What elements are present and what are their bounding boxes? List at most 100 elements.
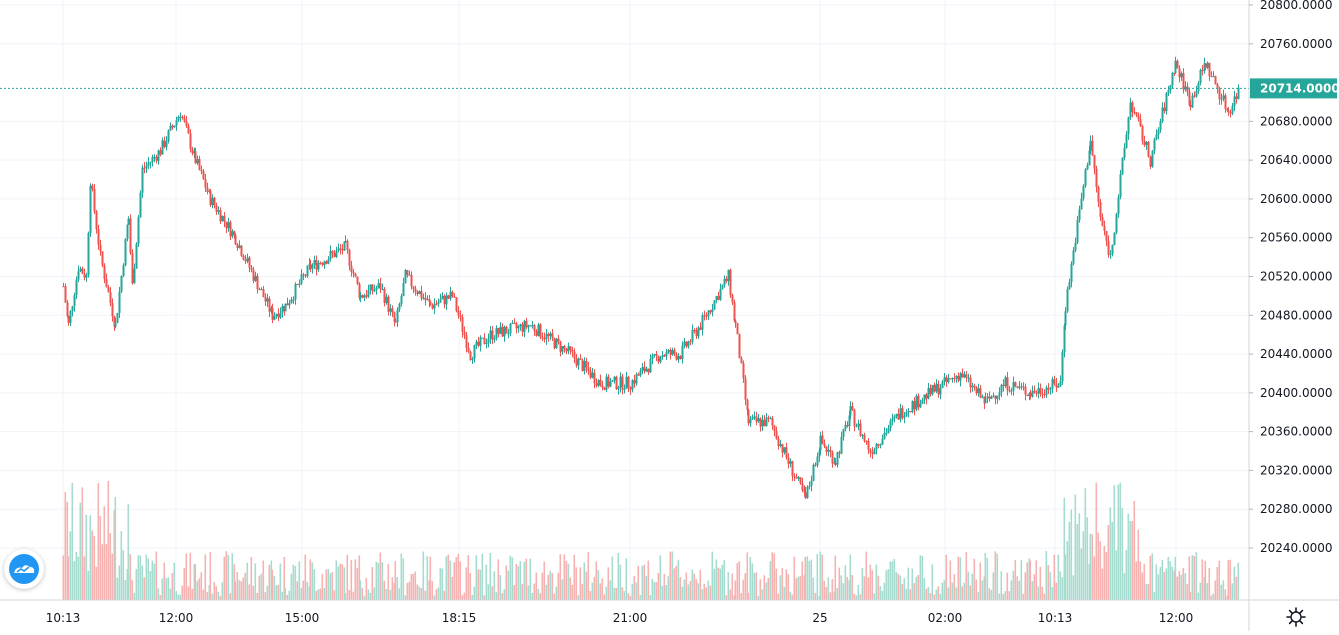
candle-body <box>105 279 108 288</box>
candle-body <box>335 250 338 257</box>
volume-bar <box>1014 559 1017 600</box>
volume-bar <box>99 515 102 600</box>
volume-bar <box>1055 582 1058 600</box>
volume-bar <box>1145 584 1148 600</box>
volume-bar <box>298 561 301 600</box>
volume-bar <box>93 536 96 600</box>
candle-body <box>1165 93 1168 112</box>
candle-body <box>651 355 654 359</box>
volume-bar <box>189 552 192 600</box>
time-axis[interactable]: 10:13 12:00 15:00 18:15 21:00 25 02:00 10:13 12:… <box>46 611 1194 625</box>
volume-bar <box>949 560 952 600</box>
price-axis[interactable]: 20800.0000 20760.0000 20680.0000 20640.0000… <box>1249 0 1333 555</box>
volume-bar <box>919 555 922 600</box>
candle-body <box>771 418 774 426</box>
volume-bar <box>221 582 224 600</box>
volume-bar <box>493 571 496 600</box>
volume-bar <box>1139 561 1142 600</box>
volume-bar <box>823 580 826 600</box>
volume-bar <box>1053 554 1056 600</box>
candle-body <box>911 401 914 412</box>
volume-bar <box>181 585 184 600</box>
chart-settings-button[interactable] <box>1284 605 1308 629</box>
candle-body <box>315 260 318 270</box>
volume-bar <box>410 574 413 600</box>
volume-bar <box>785 569 788 600</box>
volume-bar <box>771 552 774 600</box>
volume-bar <box>161 578 164 600</box>
candle-body <box>637 374 640 376</box>
candle-body <box>779 444 782 446</box>
volume-bar <box>279 563 282 600</box>
candle-body <box>341 249 344 251</box>
volume-bar <box>1141 572 1144 600</box>
candle-body <box>791 461 794 477</box>
candle-body <box>919 403 922 408</box>
candle-body <box>337 248 340 251</box>
volume-bar <box>260 573 263 600</box>
volume-bar <box>435 589 438 600</box>
volume-bar <box>603 594 606 600</box>
volume-bar <box>1018 580 1021 600</box>
last-price-tag-bg <box>1250 78 1337 99</box>
candle-body <box>927 387 930 399</box>
volume-bar <box>746 552 749 600</box>
candle-body <box>111 302 114 317</box>
candle-body <box>986 396 989 399</box>
candle-body <box>734 320 737 324</box>
candle-body <box>1139 119 1142 127</box>
candle-body <box>812 464 815 481</box>
candle-body <box>433 303 436 309</box>
volume-bar <box>308 586 311 600</box>
candle-body <box>422 297 425 299</box>
volume-bar <box>627 593 630 600</box>
candle-body <box>971 385 974 388</box>
volume-bar <box>483 595 486 600</box>
volume-bar <box>799 575 802 600</box>
candle-body <box>1208 62 1211 77</box>
volume-bar <box>1208 567 1211 600</box>
volume-bar <box>705 587 708 600</box>
volume-bar <box>1129 520 1132 600</box>
volume-bar <box>1147 583 1150 600</box>
volume-bar <box>511 557 514 600</box>
volume-bar <box>404 595 407 600</box>
volume-bar <box>1051 587 1054 600</box>
candle-body <box>961 373 964 378</box>
candle-body <box>319 262 322 264</box>
candle-body <box>1000 384 1003 393</box>
candle-body <box>89 185 92 233</box>
candle-body <box>213 197 216 206</box>
volume-bar <box>429 556 432 600</box>
candle-body <box>611 380 614 382</box>
volume-bar <box>268 564 271 600</box>
volume-bar <box>196 580 199 600</box>
candle-body <box>200 169 203 172</box>
volume-bar <box>915 576 918 600</box>
candle-body <box>655 353 658 356</box>
volume-bar <box>543 561 546 600</box>
candle-body <box>441 295 444 300</box>
volume-bar <box>1020 560 1023 600</box>
candle-body <box>647 368 650 373</box>
volume-bar <box>198 578 201 600</box>
volume-bar <box>1143 563 1146 600</box>
tradingview-logo-button[interactable] <box>4 549 44 589</box>
volume-bar <box>273 575 276 600</box>
candle-body <box>863 434 866 441</box>
candle-body <box>789 461 792 464</box>
volume-bar <box>639 595 642 600</box>
volume-bar <box>791 594 794 600</box>
volume-bar <box>183 567 186 600</box>
candle-body <box>681 345 684 359</box>
volume-bar <box>661 585 664 600</box>
candle-body <box>420 291 423 299</box>
candle-body <box>451 291 454 297</box>
candle-body <box>169 125 172 131</box>
candle-body <box>549 333 552 337</box>
volume-bar <box>1206 583 1209 600</box>
candle-body <box>141 167 144 193</box>
volume-bar <box>583 562 586 600</box>
